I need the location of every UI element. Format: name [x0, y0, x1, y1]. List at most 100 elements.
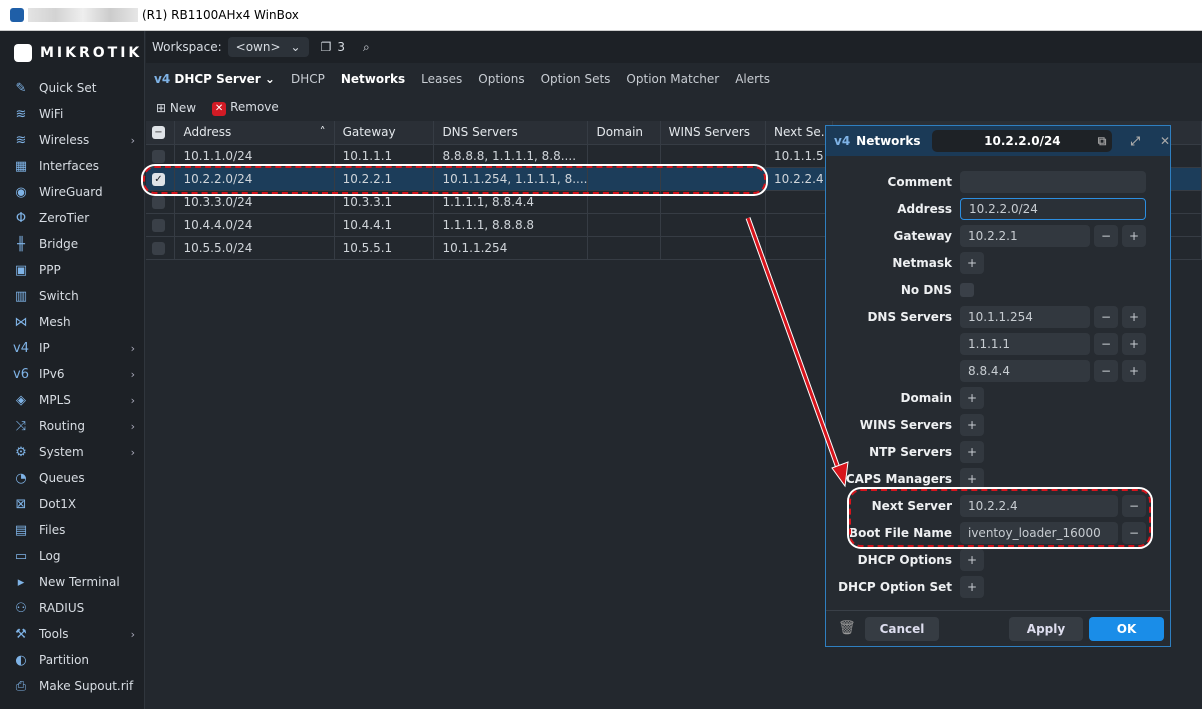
chevron-right-icon: ›: [130, 419, 135, 433]
tab-networks[interactable]: Networks: [340, 72, 406, 86]
tab-alerts[interactable]: Alerts: [735, 72, 771, 86]
add-value-button[interactable]: +: [960, 576, 984, 598]
dot1x-icon: ⊠: [15, 496, 27, 512]
field-label: Next Server: [871, 499, 952, 513]
sidebar-item-queues[interactable]: ◔ Queues: [0, 465, 144, 491]
table-cell: [660, 190, 767, 214]
field-label: WINS Servers: [859, 418, 952, 432]
tab-option-matcher[interactable]: Option Matcher: [626, 72, 720, 86]
next-server-input[interactable]: 10.2.2.4: [960, 495, 1118, 517]
column-header[interactable]: Address ˄: [174, 121, 335, 145]
sidebar-item-make-supout-rif[interactable]: ⎙ Make Supout.rif: [0, 673, 144, 699]
cancel-button[interactable]: Cancel: [865, 617, 939, 641]
trash-icon[interactable]: 🗑: [838, 620, 856, 636]
sidebar-item-ip[interactable]: v4 IP ›: [0, 335, 144, 361]
sidebar-item-dot1x[interactable]: ⊠ Dot1X: [0, 491, 144, 517]
table-cell: [587, 167, 661, 191]
add-value-button[interactable]: +: [1122, 360, 1146, 382]
sidebar-item-routing[interactable]: ⤨ Routing ›: [0, 413, 144, 439]
dns-extra-input[interactable]: 1.1.1.1: [960, 333, 1090, 355]
sidebar-item-interfaces[interactable]: ▦ Interfaces: [0, 153, 144, 179]
column-header[interactable]: Gateway: [334, 121, 435, 145]
add-value-button[interactable]: +: [960, 468, 984, 490]
no-dns-checkbox[interactable]: [960, 283, 974, 297]
close-icon[interactable]: ✕: [1159, 134, 1170, 148]
row-checkbox[interactable]: [146, 236, 176, 260]
new-button[interactable]: ⊞ New: [156, 101, 196, 115]
add-value-button[interactable]: +: [960, 414, 984, 436]
sidebar-item-wireguard[interactable]: ◉ WireGuard: [0, 179, 144, 205]
column-header[interactable]: DNS Servers: [433, 121, 589, 145]
tab-options[interactable]: Options: [478, 72, 525, 86]
tab-dhcp[interactable]: DHCP: [290, 72, 325, 86]
boot-file-input[interactable]: iventoy_loader_16000: [960, 522, 1118, 544]
add-value-button[interactable]: +: [1122, 225, 1146, 247]
radius-icon: ⚇: [15, 600, 27, 616]
dns-input[interactable]: 10.1.1.254: [960, 306, 1090, 328]
remove-value-button[interactable]: −: [1094, 225, 1118, 247]
apply-button[interactable]: Apply: [1009, 617, 1083, 641]
add-value-button[interactable]: +: [960, 387, 984, 409]
sidebar-item-log[interactable]: ▭ Log: [0, 543, 144, 569]
chevron-right-icon: ›: [130, 341, 135, 355]
add-value-button[interactable]: +: [960, 549, 984, 571]
switch-icon: ▥: [14, 288, 28, 304]
sidebar-item-wireless[interactable]: ≋ Wireless ›: [0, 127, 144, 153]
copy-icon[interactable]: ⧉: [1097, 133, 1107, 148]
column-header[interactable]: WINS Servers: [660, 121, 767, 145]
maximize-icon[interactable]: ⤢: [1130, 133, 1140, 148]
dns-extra-input[interactable]: 8.8.4.4: [960, 360, 1090, 382]
address-input[interactable]: 10.2.2.0/24: [960, 198, 1146, 220]
sidebar-item-wifi[interactable]: ≋ WiFi: [0, 101, 144, 127]
sidebar-item-new-terminal[interactable]: ▸ New Terminal: [0, 569, 144, 595]
remove-value-button[interactable]: −: [1094, 360, 1118, 382]
add-value-button[interactable]: +: [960, 441, 984, 463]
ip-icon: v4: [13, 340, 29, 356]
sidebar-item-files[interactable]: ▤ Files: [0, 517, 144, 543]
dhcp-server-menu[interactable]: v4 DHCP Server ⌄: [154, 72, 275, 86]
remove-value-button[interactable]: −: [1094, 306, 1118, 328]
row-checkbox[interactable]: [146, 213, 176, 237]
sidebar-item-tools[interactable]: ⚒ Tools ›: [0, 621, 144, 647]
search-icon[interactable]: ⌕: [362, 39, 370, 54]
dialog-footer: 🗑 Cancel Apply OK: [826, 610, 1170, 647]
sidebar-item-ppp[interactable]: ▣ PPP: [0, 257, 144, 283]
table-cell: 10.2.2.0/24: [174, 167, 335, 191]
remove-value-button[interactable]: −: [1094, 333, 1118, 355]
sidebar-item-ipv6[interactable]: v6 IPv6 ›: [0, 361, 144, 387]
workspace-select[interactable]: <own> ⌄: [227, 37, 309, 57]
table-cell: 10.1.1.254: [433, 236, 589, 260]
sidebar-item-switch[interactable]: ▥ Switch: [0, 283, 144, 309]
sidebar-item-quick-set[interactable]: ✎ Quick Set: [0, 75, 144, 101]
row-checkbox[interactable]: [146, 144, 176, 168]
add-value-button[interactable]: +: [1122, 333, 1146, 355]
sidebar-item-radius[interactable]: ⚇ RADIUS: [0, 595, 144, 621]
column-header[interactable]: Domain: [587, 121, 661, 145]
sidebar-item-system[interactable]: ⚙ System ›: [0, 439, 144, 465]
remove-button[interactable]: ✕ Remove: [212, 100, 279, 116]
ipv4-icon: v4: [154, 72, 171, 86]
field-row-dhcp-options: DHCP Options +: [826, 548, 984, 572]
comment-input[interactable]: [960, 171, 1146, 193]
sidebar-item-partition[interactable]: ◐ Partition: [0, 647, 144, 673]
sidebar-item-zerotier[interactable]: Φ ZeroTier: [0, 205, 144, 231]
column-header[interactable]: Next Se...: [765, 121, 834, 145]
gateway-input[interactable]: 10.2.2.1: [960, 225, 1090, 247]
add-value-button[interactable]: +: [960, 252, 984, 274]
tab-leases[interactable]: Leases: [421, 72, 463, 86]
sidebar-item-mesh[interactable]: ⋈ Mesh: [0, 309, 144, 335]
sidebar-item-bridge[interactable]: ╫ Bridge: [0, 231, 144, 257]
ok-button[interactable]: OK: [1089, 617, 1164, 641]
sidebar-item-label: Files: [39, 523, 66, 537]
tab-option-sets[interactable]: Option Sets: [540, 72, 611, 86]
windows-icon[interactable]: ❐: [320, 40, 332, 54]
folder-icon: ▤: [14, 522, 28, 538]
sidebar-item-mpls[interactable]: ◈ MPLS ›: [0, 387, 144, 413]
select-all-checkbox[interactable]: −: [146, 121, 176, 145]
sidebar-item-label: PPP: [39, 263, 61, 277]
add-value-button[interactable]: +: [1122, 306, 1146, 328]
highlight-selected-row: [143, 166, 766, 194]
field-label: Address: [897, 202, 952, 216]
row-checkbox[interactable]: [146, 190, 176, 214]
dialog-titlebar[interactable]: v4 Networks 10.2.2.0/24 ⧉ ⤢ ✕: [826, 126, 1170, 156]
